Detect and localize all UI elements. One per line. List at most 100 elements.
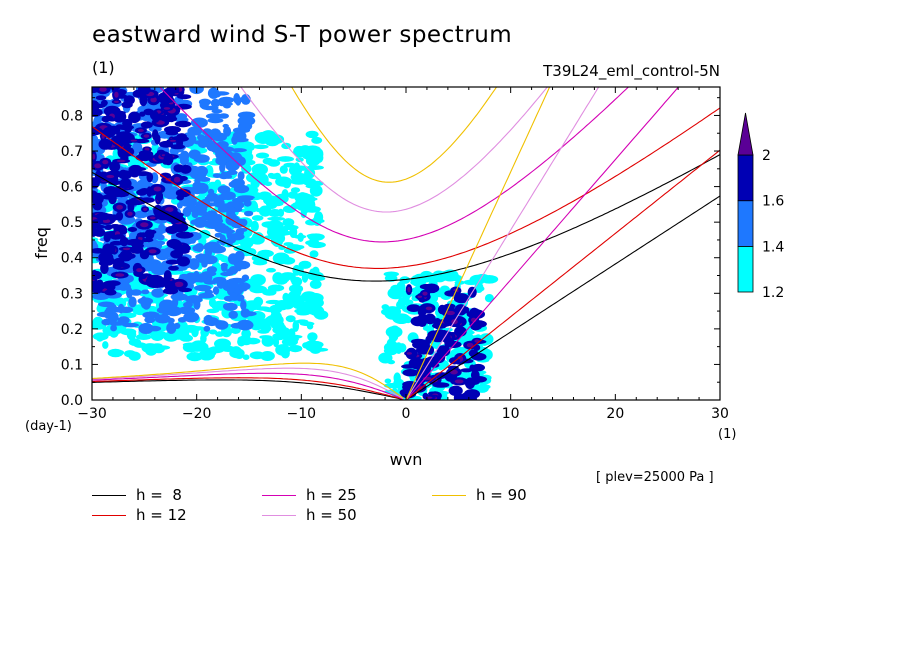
power-blob bbox=[127, 227, 138, 232]
power-blob bbox=[154, 134, 161, 145]
power-blob bbox=[417, 316, 428, 327]
power-blob bbox=[220, 340, 227, 349]
power-blob bbox=[140, 121, 153, 129]
dispersion-kelvin-h50 bbox=[405, 87, 600, 400]
y-axis: 0.0 0.1 0.2 0.3 0.4 0.5 0.6 0.7 0.8 bbox=[61, 97, 720, 409]
power-blob bbox=[241, 163, 252, 174]
colorbar-label: 1.2 bbox=[762, 285, 784, 301]
power-blob bbox=[196, 218, 208, 228]
x-tick-label: 0 bbox=[402, 406, 411, 422]
power-peak bbox=[446, 310, 455, 316]
power-peak bbox=[144, 147, 150, 151]
power-blob bbox=[103, 280, 121, 287]
power-blob bbox=[185, 308, 193, 320]
power-blob bbox=[280, 272, 296, 281]
power-blob bbox=[206, 266, 217, 274]
power-blob bbox=[192, 244, 202, 252]
power-blob bbox=[92, 100, 100, 113]
x-tick-label: −30 bbox=[77, 406, 107, 422]
power-blob bbox=[266, 267, 276, 273]
dispersion-rossby-h25 bbox=[92, 372, 404, 400]
power-blob bbox=[176, 195, 184, 201]
legend-swatch bbox=[262, 515, 296, 516]
power-blob bbox=[168, 265, 179, 271]
power-blob bbox=[281, 338, 298, 346]
x-tick-label: 30 bbox=[711, 406, 729, 422]
power-blob bbox=[207, 188, 215, 195]
power-blob bbox=[309, 218, 325, 224]
power-blob bbox=[217, 97, 227, 107]
power-blob bbox=[242, 354, 250, 361]
y-tick-label: 0.0 bbox=[61, 393, 83, 409]
power-blob bbox=[279, 165, 288, 174]
power-blob bbox=[174, 120, 192, 128]
power-peak bbox=[466, 342, 474, 348]
power-blob bbox=[176, 256, 190, 267]
power-blob bbox=[92, 224, 106, 229]
power-blob bbox=[204, 317, 220, 327]
power-blob bbox=[130, 289, 142, 296]
power-blob bbox=[275, 176, 292, 187]
power-blob bbox=[92, 140, 100, 146]
power-blob bbox=[244, 210, 254, 217]
power-blob bbox=[175, 188, 191, 198]
power-blob bbox=[182, 206, 192, 217]
power-blob bbox=[108, 193, 117, 205]
legend-label: h = 25 bbox=[306, 486, 357, 504]
power-blob bbox=[212, 276, 227, 283]
legend-swatch bbox=[432, 495, 466, 496]
power-blob bbox=[132, 141, 143, 154]
power-blob bbox=[92, 248, 106, 254]
power-blob bbox=[190, 117, 208, 128]
power-blob bbox=[98, 251, 114, 264]
power-peak bbox=[143, 207, 148, 211]
power-blob bbox=[484, 294, 494, 303]
power-blob bbox=[167, 317, 175, 324]
power-blob bbox=[259, 335, 273, 340]
power-blob bbox=[226, 237, 236, 244]
power-blob bbox=[418, 297, 426, 303]
power-blob bbox=[241, 311, 257, 317]
x-axis-label: wvn bbox=[390, 450, 423, 469]
power-blob bbox=[203, 325, 211, 332]
power-blob bbox=[165, 259, 179, 265]
power-blob bbox=[234, 351, 244, 359]
power-blob bbox=[267, 172, 275, 178]
power-blob bbox=[222, 123, 229, 128]
power-blob bbox=[98, 301, 115, 308]
power-blob bbox=[292, 165, 309, 171]
legend-item-h50: h = 50 bbox=[262, 506, 357, 524]
power-blob bbox=[277, 208, 285, 217]
power-blob bbox=[397, 343, 407, 353]
power-blob bbox=[205, 165, 214, 177]
power-blob bbox=[282, 205, 297, 214]
power-blob bbox=[234, 260, 251, 270]
power-blob bbox=[198, 176, 211, 182]
power-blob bbox=[227, 206, 237, 214]
power-blob bbox=[292, 320, 300, 332]
power-peak bbox=[422, 291, 428, 296]
power-blob bbox=[406, 304, 421, 312]
y-tick-label: 0.4 bbox=[61, 251, 83, 267]
power-blob bbox=[185, 295, 203, 304]
power-peak bbox=[130, 139, 138, 142]
power-blob bbox=[399, 276, 411, 284]
power-blob bbox=[228, 310, 238, 319]
power-blob bbox=[197, 138, 209, 149]
power-blob bbox=[196, 273, 208, 280]
power-blob bbox=[92, 87, 100, 94]
power-blob bbox=[300, 208, 307, 219]
power-blob bbox=[309, 279, 322, 289]
power-blob bbox=[169, 194, 178, 200]
power-blob bbox=[205, 113, 224, 120]
power-blob bbox=[135, 153, 153, 162]
power-blob bbox=[258, 173, 269, 186]
power-blob bbox=[471, 308, 481, 316]
power-blob bbox=[209, 245, 226, 254]
power-blob bbox=[306, 323, 314, 330]
power-blob bbox=[203, 243, 214, 251]
power-blob bbox=[471, 376, 488, 383]
power-peak bbox=[417, 295, 423, 298]
power-blob bbox=[304, 145, 321, 155]
power-blob bbox=[114, 136, 125, 148]
